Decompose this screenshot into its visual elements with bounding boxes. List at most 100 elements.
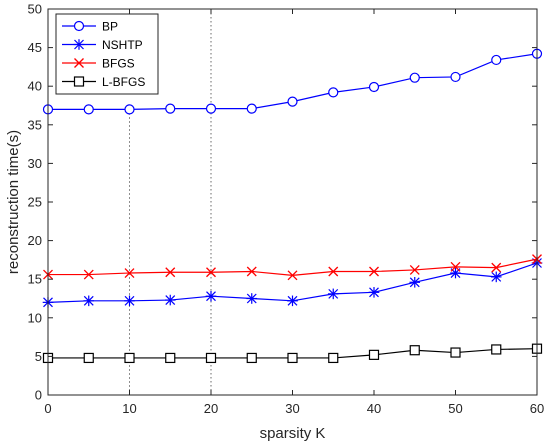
marker-shape (409, 345, 420, 356)
data-point (450, 267, 461, 279)
marker-shape (83, 352, 94, 364)
series-nshtp (42, 257, 543, 308)
legend-label: L-BFGS (102, 75, 145, 89)
legend-entry: BP (62, 20, 118, 34)
legend-label: BFGS (102, 57, 135, 71)
series-layer (42, 48, 543, 364)
y-tick-label: 25 (28, 195, 42, 210)
data-point (409, 264, 420, 275)
marker-shape (246, 266, 257, 277)
data-point (409, 72, 420, 83)
data-point (246, 266, 257, 277)
x-tick-label: 50 (448, 401, 462, 416)
x-tick-label: 0 (44, 401, 51, 416)
legend-entry: NSHTP (62, 38, 143, 52)
x-axis-label: sparsity K (260, 425, 326, 442)
marker-shape (124, 104, 135, 115)
data-point (450, 347, 461, 358)
marker-shape (206, 267, 216, 278)
data-point (287, 295, 298, 307)
marker-shape (328, 87, 339, 98)
marker-shape (165, 267, 176, 278)
data-point (328, 87, 339, 98)
legend-marker (74, 58, 84, 68)
y-tick-label: 45 (28, 40, 42, 55)
y-tick-label: 5 (35, 349, 42, 364)
marker-shape (83, 269, 94, 280)
legend-entry: L-BFGS (62, 75, 145, 89)
legend-entry: BFGS (62, 57, 135, 71)
marker-shape (124, 352, 135, 364)
data-point (409, 345, 420, 356)
marker-shape (287, 270, 298, 281)
legend-marker (73, 20, 85, 32)
x-tick-label: 20 (204, 401, 218, 416)
data-point (246, 293, 258, 304)
x-tick-label: 10 (122, 401, 136, 416)
x-tick-label: 30 (285, 401, 299, 416)
marker-shape (450, 71, 461, 83)
marker-shape (205, 352, 217, 364)
marker-shape (287, 96, 298, 107)
data-point (491, 344, 502, 355)
data-point (205, 290, 217, 302)
marker-shape (287, 352, 298, 364)
marker-shape (246, 352, 257, 364)
legend-label: BP (102, 20, 118, 34)
data-point (287, 352, 298, 364)
marker-shape (246, 103, 257, 114)
data-point (490, 271, 502, 283)
data-point (368, 81, 380, 93)
y-tick-label: 0 (35, 388, 42, 403)
marker-shape (328, 352, 339, 364)
data-point (368, 287, 380, 298)
data-point (83, 104, 94, 115)
marker-shape (205, 103, 217, 114)
data-point (205, 103, 217, 114)
grid-lines (129, 9, 212, 395)
data-point (450, 71, 461, 83)
legend-label: NSHTP (102, 38, 143, 52)
legend: BP NSHTP BFGS L-BFGS (55, 13, 159, 95)
data-point (369, 266, 379, 277)
marker-shape (368, 81, 380, 93)
legend-box (55, 13, 159, 95)
marker-shape (165, 103, 176, 114)
marker-shape (73, 76, 85, 87)
data-point (328, 266, 339, 277)
y-tick-label: 35 (28, 117, 42, 132)
y-tick-label: 40 (28, 79, 42, 94)
data-point (83, 295, 95, 307)
marker-shape (328, 266, 339, 277)
data-point (368, 349, 380, 360)
marker-shape (491, 344, 502, 355)
data-point (450, 261, 461, 272)
data-point (164, 294, 176, 306)
y-tick-label: 20 (28, 233, 42, 248)
x-tick-label: 40 (367, 401, 381, 416)
y-tick-label: 15 (28, 272, 42, 287)
marker-shape (450, 261, 461, 272)
marker-shape (450, 347, 461, 358)
ticks: 0 10 20 30 40 50 60 0 5 10 15 20 25 30 35 40 45 50 (28, 2, 545, 417)
data-point (124, 268, 135, 278)
marker-shape (83, 104, 94, 115)
data-point (491, 54, 502, 66)
marker-shape (124, 268, 135, 278)
marker-shape (491, 262, 502, 273)
data-point (165, 103, 176, 114)
marker-shape (73, 20, 85, 32)
legend-marker (73, 76, 85, 87)
data-point (165, 352, 176, 364)
data-point (287, 270, 298, 281)
data-point (206, 267, 216, 278)
data-point (205, 352, 217, 364)
y-tick-label: 10 (28, 310, 42, 325)
legend-marker (73, 39, 85, 50)
data-point (83, 269, 94, 280)
data-point (124, 104, 135, 115)
marker-shape (409, 264, 420, 275)
x-tick-label: 60 (530, 401, 544, 416)
data-point (287, 96, 298, 107)
